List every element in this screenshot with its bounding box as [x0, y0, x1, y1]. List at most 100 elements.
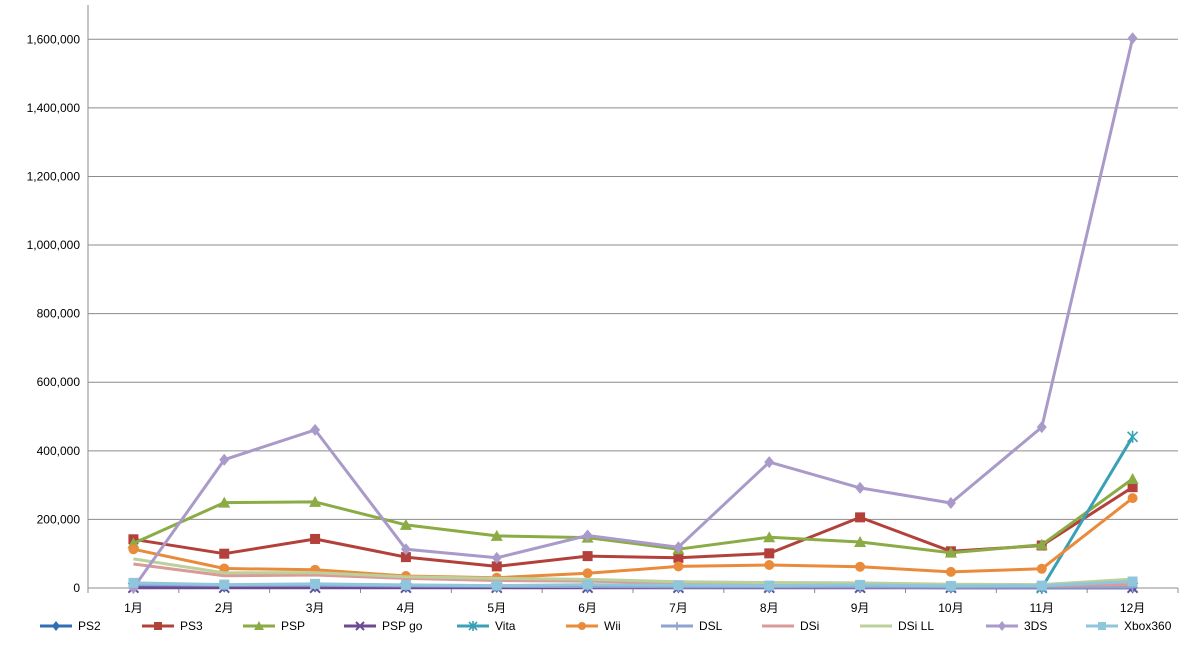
y-tick-label: 1,600,000	[27, 32, 81, 46]
data-point	[855, 481, 866, 494]
series-line	[133, 580, 1133, 588]
data-point	[582, 529, 593, 542]
data-point	[945, 580, 956, 591]
y-tick-label: 1,400,000	[27, 101, 81, 115]
data-point	[400, 552, 411, 563]
legend-item-dsi: DSi	[762, 619, 819, 633]
data-point	[582, 568, 593, 579]
data-point	[673, 580, 684, 591]
data-point	[1035, 538, 1048, 550]
data-point	[1036, 563, 1047, 574]
data-point	[491, 561, 502, 572]
y-tick-label: 800,000	[37, 307, 81, 321]
series-lines	[127, 32, 1139, 594]
series-vita	[1036, 430, 1139, 594]
data-point	[254, 621, 264, 630]
legend-item-ps3: PS3	[142, 619, 203, 633]
x-tick-label: 11月	[1030, 601, 1054, 615]
gridlines	[88, 38, 1178, 520]
legend-label: PSP go	[382, 619, 423, 633]
data-point	[219, 579, 230, 590]
legend: PS2 PS3 PSP PSP go Vita Wii DSL DSi DSi LL 3DS Xbo…	[40, 619, 1172, 633]
data-point	[1036, 421, 1047, 434]
axes: 0 200,000 400,000 600,000 800,000 1,000,000 1,…	[27, 5, 1179, 615]
series-dsi-ll	[133, 557, 1133, 587]
legend-item-psp: PSP	[243, 619, 305, 633]
x-tick-label: 3月	[306, 601, 325, 615]
series-line	[132, 477, 1134, 555]
legend-label: 3DS	[1024, 619, 1047, 633]
legend-item-xbox360: Xbox360	[1086, 619, 1172, 633]
legend-label: Xbox360	[1124, 619, 1172, 633]
data-point	[855, 561, 866, 572]
legend-item-vita: Vita	[457, 619, 516, 633]
data-point	[400, 543, 411, 556]
data-point	[763, 531, 776, 543]
data-point	[673, 552, 684, 563]
x-tick-label: 1月	[124, 601, 143, 615]
y-tick-label: 0	[73, 581, 80, 595]
series-line	[133, 562, 1133, 588]
x-tick-label: 8月	[760, 601, 779, 615]
legend-item-dsl: DSL	[661, 619, 723, 633]
data-point	[1036, 580, 1047, 591]
data-point	[310, 578, 321, 589]
y-tick-label: 1,000,000	[27, 238, 81, 252]
data-point	[310, 423, 321, 436]
data-point	[128, 544, 139, 555]
data-point	[998, 621, 1006, 631]
series-line	[133, 557, 1133, 587]
data-point	[1127, 32, 1138, 45]
data-point	[490, 529, 503, 541]
data-point	[855, 512, 866, 523]
legend-label: PS2	[78, 619, 101, 633]
data-point	[945, 496, 956, 509]
x-tick-label: 2月	[215, 601, 234, 615]
series-wii	[128, 493, 1138, 583]
y-tick-label: 200,000	[37, 512, 81, 526]
data-point	[764, 548, 775, 559]
x-tick-label: 7月	[669, 601, 688, 615]
data-point	[673, 541, 684, 554]
data-point	[219, 453, 230, 466]
data-point	[52, 621, 60, 631]
series-dsi	[133, 562, 1133, 588]
data-point	[1127, 576, 1138, 587]
legend-item-3ds: 3DS	[986, 619, 1047, 633]
data-point	[764, 560, 775, 571]
data-point	[219, 548, 230, 559]
legend-item-psp-go: PSP go	[344, 619, 423, 633]
x-tick-label: 4月	[397, 601, 416, 615]
data-point	[673, 622, 681, 630]
legend-label: DSi LL	[898, 619, 934, 633]
data-point	[854, 536, 867, 548]
data-point	[468, 621, 478, 631]
data-point	[764, 580, 775, 591]
data-point	[491, 551, 502, 564]
data-point	[855, 579, 866, 590]
data-point	[1126, 472, 1139, 484]
y-tick-label: 400,000	[37, 444, 81, 458]
data-point	[309, 495, 322, 507]
data-point	[128, 577, 139, 588]
data-point	[399, 518, 412, 530]
data-point	[219, 563, 230, 574]
legend-label: DSi	[800, 619, 819, 633]
data-point	[1098, 622, 1106, 630]
data-point	[944, 546, 957, 558]
x-tick-label: 10月	[938, 601, 963, 615]
x-tick-label: 6月	[578, 601, 597, 615]
data-point	[154, 622, 162, 630]
y-tick-label: 1,200,000	[27, 169, 81, 183]
legend-item-ps2: PS2	[40, 619, 101, 633]
data-point	[1127, 493, 1138, 504]
legend-item-dsi-ll: DSi LL	[860, 619, 934, 633]
legend-label: Wii	[604, 619, 621, 633]
data-point	[578, 622, 586, 630]
legend-label: PS3	[180, 619, 203, 633]
series-3ds	[128, 32, 1138, 594]
data-point	[491, 580, 502, 591]
data-point	[582, 579, 593, 590]
